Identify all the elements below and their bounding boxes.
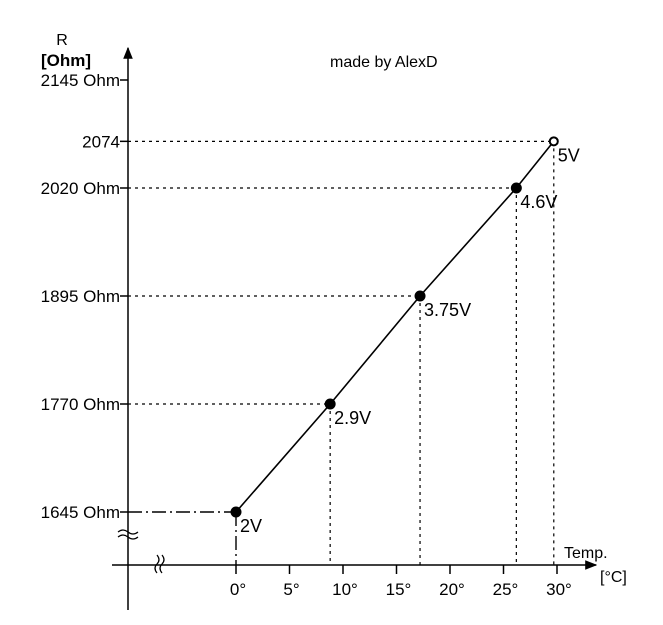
x-tick-label: 0°: [230, 580, 246, 599]
y-tick-label: 1895 Ohm: [41, 287, 120, 306]
y-axis-title-line-2: [Ohm]: [41, 51, 91, 70]
made-by-annotation: made by AlexD: [330, 54, 438, 71]
data-point: [510, 182, 522, 194]
y-axis-title-line-1: R: [56, 32, 68, 49]
x-axis-break-mark: [154, 554, 165, 574]
data-point: [230, 506, 242, 518]
x-tick-label: 5°: [283, 580, 299, 599]
voltage-label: 4.6V: [520, 192, 557, 212]
x-axis-title-line-2: [°C]: [600, 569, 627, 586]
x-tick-label: 15°: [386, 580, 412, 599]
x-tick-label: 30°: [546, 580, 572, 599]
y-axis-break-mark: [117, 529, 139, 540]
voltage-label: 2.9V: [334, 408, 371, 428]
data-point: [548, 136, 559, 147]
y-tick-label: 2020 Ohm: [41, 179, 120, 198]
voltage-label: 5V: [558, 145, 580, 165]
voltage-label: 2V: [240, 516, 262, 536]
data-point: [324, 398, 336, 410]
resistance-line: [235, 140, 555, 513]
x-tick-label: 10°: [332, 580, 358, 599]
x-tick-label: 20°: [439, 580, 465, 599]
y-tick-label: 1770 Ohm: [41, 395, 120, 414]
y-tick-label: 2145 Ohm: [41, 71, 120, 90]
x-axis-title-line-1: Temp.: [564, 545, 608, 562]
y-tick-label: 2074: [82, 132, 120, 151]
data-point: [414, 290, 426, 302]
y-tick-label: 1645 Ohm: [41, 503, 120, 522]
voltage-label: 3.75V: [424, 300, 471, 320]
x-tick-label: 25°: [493, 580, 519, 599]
